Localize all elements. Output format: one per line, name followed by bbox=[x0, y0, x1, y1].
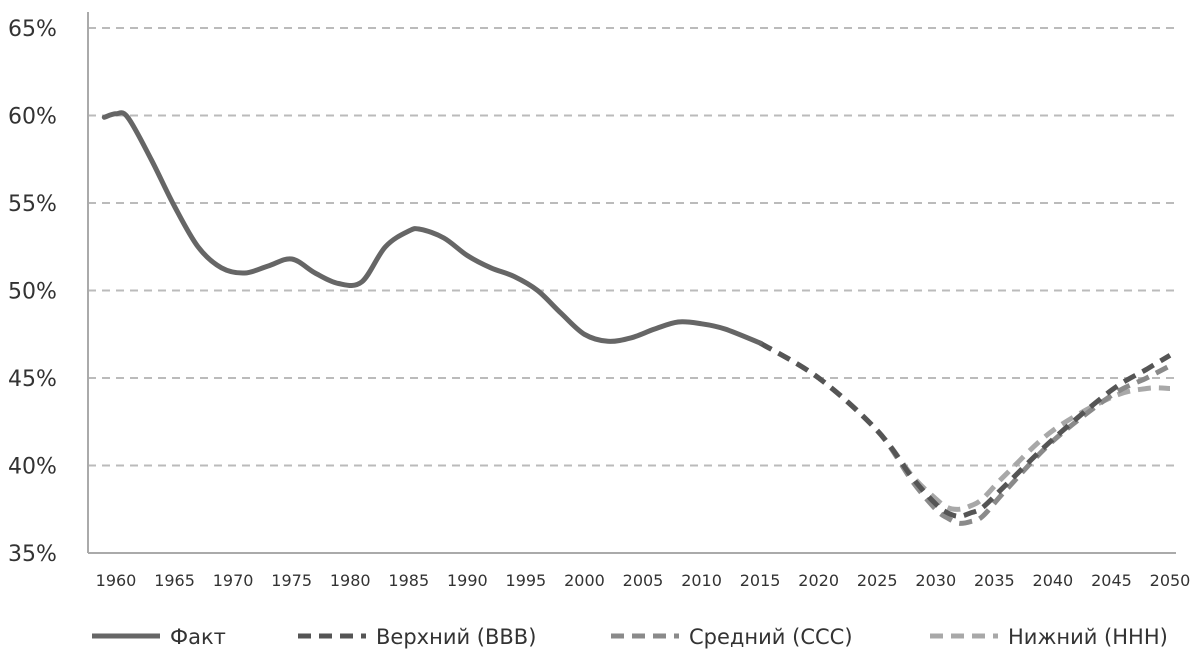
legend-item-upper: Верхний (ВВВ) bbox=[298, 625, 536, 649]
x-tick-label: 1965 bbox=[154, 571, 195, 590]
x-tick-label: 2015 bbox=[740, 571, 781, 590]
series-layer bbox=[101, 110, 1172, 526]
y-tick-label: 40% bbox=[8, 455, 57, 480]
legend-label: Верхний (ВВВ) bbox=[376, 625, 536, 649]
x-tick-label: 2005 bbox=[623, 571, 664, 590]
x-tick-label: 1985 bbox=[388, 571, 429, 590]
x-tick-label: 2050 bbox=[1150, 571, 1191, 590]
x-tick-label: 1995 bbox=[506, 571, 547, 590]
x-tick-label: 1990 bbox=[447, 571, 488, 590]
legend-item-lower: Нижний (ННН) bbox=[930, 625, 1168, 649]
x-tick-label: 2045 bbox=[1091, 571, 1132, 590]
series-lower-line bbox=[758, 340, 1171, 512]
x-tick-label: 2035 bbox=[974, 571, 1015, 590]
series-fact-line bbox=[101, 110, 763, 346]
legend-label: Факт bbox=[170, 625, 226, 649]
x-tick-label: 2010 bbox=[681, 571, 722, 590]
y-tick-label: 65% bbox=[8, 17, 57, 42]
y-tick-label: 35% bbox=[8, 542, 57, 567]
x-tick-label: 2000 bbox=[564, 571, 605, 590]
y-tick-label: 55% bbox=[8, 192, 57, 217]
x-tick-label: 2040 bbox=[1033, 571, 1074, 590]
x-tick-label: 1980 bbox=[330, 571, 371, 590]
x-tick-label: 2030 bbox=[915, 571, 956, 590]
x-tick-label: 2020 bbox=[798, 571, 839, 590]
series-upper-line bbox=[758, 340, 1172, 519]
x-tick-label: 2025 bbox=[857, 571, 898, 590]
legend-label: Средний (ССС) bbox=[689, 625, 853, 649]
y-tick-label: 60% bbox=[8, 105, 57, 130]
legend-label: Нижний (ННН) bbox=[1008, 625, 1168, 649]
x-tick-label: 1970 bbox=[213, 571, 254, 590]
x-tick-label: 1975 bbox=[271, 571, 312, 590]
legend-item-medium: Средний (ССС) bbox=[611, 625, 853, 649]
grid-layer bbox=[88, 27, 1176, 467]
legend: Факт Верхний (ВВВ) Средний (ССС) Нижний (НН… bbox=[92, 625, 1168, 649]
y-tick-label: 45% bbox=[8, 367, 57, 392]
legend-item-fact: Факт bbox=[92, 625, 226, 649]
series-medium-line bbox=[758, 340, 1172, 526]
y-tick-label: 50% bbox=[8, 280, 57, 305]
x-tick-label: 1960 bbox=[96, 571, 137, 590]
axis-layer: 35% 40% 45% 50% 55% 60% 65% 1960 1965 1970 1975 198… bbox=[8, 12, 1190, 590]
